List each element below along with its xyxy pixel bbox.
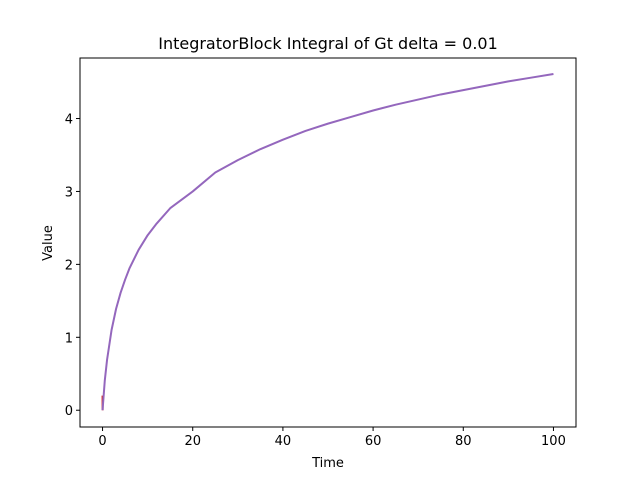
axes-frame: [79, 57, 577, 428]
x-tick-label: 40: [275, 434, 292, 449]
x-tick-label: 100: [541, 434, 566, 449]
y-tick-label: 1: [65, 331, 73, 346]
y-axis-label: Value: [41, 225, 56, 261]
x-axis-label: Time: [311, 456, 344, 471]
x-tick-label: 60: [365, 434, 382, 449]
x-tick-label: 80: [455, 434, 472, 449]
series-line-1: [101, 73, 554, 411]
x-tick-label: 0: [98, 434, 106, 449]
chart-title: IntegratorBlock Integral of Gt delta = 0…: [158, 34, 498, 53]
y-tick-label: 0: [65, 404, 73, 419]
axis-ticks: 0 20 40 60 80 100 0 1 2 3 4: [65, 113, 566, 449]
plot-area: [101, 73, 554, 411]
x-tick-label: 20: [184, 434, 201, 449]
y-tick-label: 2: [65, 258, 73, 273]
y-tick-label: 4: [65, 113, 73, 128]
y-tick-label: 3: [65, 185, 73, 200]
